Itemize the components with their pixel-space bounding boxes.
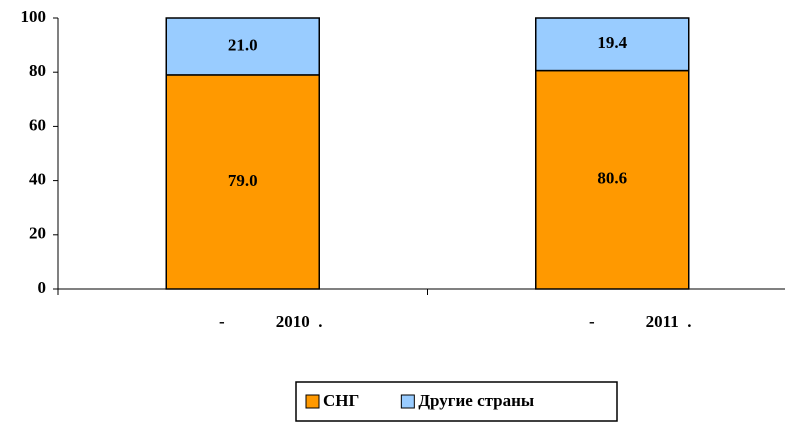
- legend-box: [295, 381, 618, 422]
- bar-segment: [535, 69, 690, 290]
- y-tick-label: 100: [21, 7, 47, 26]
- y-tick-label: 20: [29, 224, 46, 243]
- value-label: 21.0: [228, 35, 258, 54]
- legend-swatch: [305, 394, 320, 409]
- y-tick-label: 60: [29, 115, 46, 134]
- bar-segment: [535, 17, 690, 72]
- bar-segment: [165, 17, 320, 76]
- y-tick-label: 40: [29, 170, 46, 189]
- legend-label: СНГ: [323, 391, 359, 410]
- legend-label: Другие страны: [418, 391, 534, 410]
- value-label: 79.0: [228, 171, 258, 190]
- x-tick-label: - 2011 .: [589, 312, 691, 331]
- y-tick-label: 80: [29, 61, 46, 80]
- x-tick-label: - 2010 .: [219, 312, 322, 331]
- legend-swatch: [400, 394, 415, 409]
- value-label: 80.6: [597, 169, 627, 188]
- y-tick-label: 0: [38, 278, 47, 297]
- value-label: 19.4: [597, 33, 627, 52]
